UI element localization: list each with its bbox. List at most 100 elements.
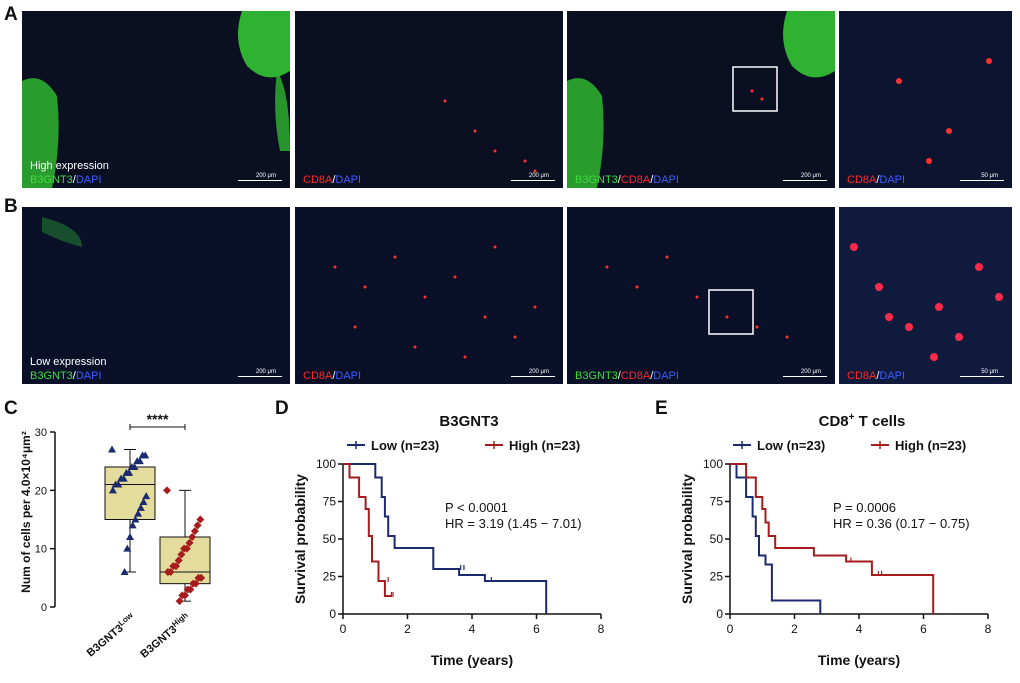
survival-curve-high: [343, 463, 392, 597]
data-point: [117, 474, 125, 482]
y-tick-label: 0: [329, 607, 336, 621]
scale-bar-label: 50 μm: [981, 369, 998, 375]
hr-annotation: HR = 3.19 (1.45 − 7.01): [445, 516, 582, 531]
scale-bar-label: 50 μm: [981, 173, 998, 179]
tissue-image: [295, 207, 563, 384]
survival-curve-low: [730, 463, 822, 614]
data-point: [190, 527, 199, 536]
data-point: [123, 544, 132, 552]
data-point: [142, 492, 151, 500]
panel-letter-d: D: [275, 398, 289, 419]
axes: 0 10 20 30: [35, 424, 186, 614]
scale-bar-label: 200 μm: [800, 369, 821, 375]
channel-label: CD8A/DAPI: [303, 174, 362, 186]
x-tick-label: B3GNT3Low: [83, 610, 138, 659]
legend: Low (n=23) High (n=23): [733, 438, 966, 453]
micrograph-a-cd8a: CD8A/DAPI 200 μm: [295, 11, 563, 188]
km-curve-cd8: CD8+ T cells Low (n=23) High (n=23) 0 25 50 75…: [679, 412, 992, 668]
x-tick-label: 6: [533, 622, 540, 636]
scale-bar: [960, 376, 1004, 379]
data-point: [127, 463, 136, 470]
scale-bar: [511, 180, 555, 183]
data-point: [193, 521, 202, 530]
scale-bar: [238, 376, 282, 379]
y-tick-label: 20: [35, 485, 47, 497]
chart-title: CD8+ T cells: [819, 412, 906, 430]
hr-annotation: HR = 0.36 (0.17 − 0.75): [833, 516, 970, 531]
data-point: [108, 486, 117, 494]
y-tick-label: 0: [716, 607, 723, 621]
channel-label: B3GNT3/DAPI: [30, 174, 102, 186]
micrograph-a-merge: B3GNT3/CD8A/DAPI 200 μm: [567, 11, 835, 188]
tissue-image: [22, 11, 290, 188]
significance-marker: ****: [147, 411, 169, 427]
channel-label: B3GNT3/CD8A/DAPI: [575, 174, 679, 186]
data-point: [178, 591, 187, 600]
tissue-image: [295, 11, 563, 188]
scale-bar: [783, 376, 827, 379]
chart-title: B3GNT3: [439, 413, 498, 430]
data-point: [183, 585, 192, 594]
zoom-box: [708, 289, 754, 335]
expression-label: High expression: [30, 160, 109, 172]
data-point: [120, 568, 129, 575]
channel-label: CD8A/DAPI: [847, 174, 906, 186]
data-point: [126, 533, 134, 540]
data-point: [180, 544, 189, 553]
km-curve-b3gnt3: B3GNT3Low (n=23) High (n=23) 0 25 50 75 100 0 2 4…: [292, 413, 605, 668]
data-point: [138, 451, 147, 459]
micrograph-b-zoom: CD8A/DAPI 50 μm: [839, 207, 1012, 384]
y-tick-label: 50: [710, 532, 724, 546]
y-tick-label: 50: [323, 532, 337, 546]
data-point: [133, 457, 142, 465]
data-point: [111, 480, 120, 488]
data-point: [177, 550, 186, 559]
x-tick-label: 4: [469, 622, 476, 636]
scale-bar: [960, 180, 1004, 183]
tissue-image: [22, 207, 290, 384]
scale-bar-label: 200 μm: [255, 369, 276, 375]
x-tick-label: 8: [985, 622, 992, 636]
panel-letter-b: B: [4, 196, 18, 217]
data-point: [122, 468, 131, 476]
data-point: [139, 498, 148, 505]
survival-curve-low: [343, 463, 548, 614]
legend-label-high: High (n=23): [509, 438, 580, 453]
data-point: [189, 579, 198, 588]
data-point: [174, 556, 183, 565]
expression-label: Low expression: [30, 356, 107, 368]
x-tick-label: 0: [340, 622, 347, 636]
channel-label: CD8A/DAPI: [847, 370, 906, 382]
y-tick-label: 75: [710, 495, 724, 509]
micrograph-a-zoom: CD8A/DAPI 50 μm: [839, 11, 1012, 188]
y-axis-label: Survival probability: [292, 474, 308, 604]
x-axis-label: Time (years): [431, 652, 513, 668]
y-axis-label: Num of cells per 4.0×10⁴μm²: [19, 431, 33, 593]
x-axis-label: Time (years): [818, 652, 900, 668]
x-tick-label: 2: [404, 622, 411, 636]
data-point: [169, 562, 178, 571]
y-tick-label: 30: [35, 427, 47, 439]
legend: Low (n=23) High (n=23): [347, 438, 580, 453]
channel-label: CD8A/DAPI: [303, 370, 362, 382]
x-tick-label: B3GNT3High: [137, 611, 193, 661]
data-point: [136, 503, 145, 511]
tissue-image: [567, 207, 835, 384]
scale-bar: [783, 180, 827, 183]
legend-label-low: Low (n=23): [757, 438, 825, 453]
panel-letter-e: E: [655, 398, 668, 419]
data-point: [134, 509, 143, 517]
x-tick-label: 0: [727, 622, 734, 636]
scale-bar-label: 200 μm: [800, 173, 821, 179]
scale-bar-label: 200 μm: [255, 173, 276, 179]
data-point: [188, 533, 197, 541]
micrograph-a-b3gnt3: High expression B3GNT3/DAPI 200 μm: [22, 11, 290, 188]
x-tick-label: 8: [598, 622, 605, 636]
box-low: [104, 445, 156, 575]
scale-bar-label: 200 μm: [528, 369, 549, 375]
data-point: [131, 515, 140, 523]
legend-label-high: High (n=23): [895, 438, 966, 453]
box-plot-marks: [104, 445, 211, 606]
tissue-image: [839, 207, 1012, 384]
